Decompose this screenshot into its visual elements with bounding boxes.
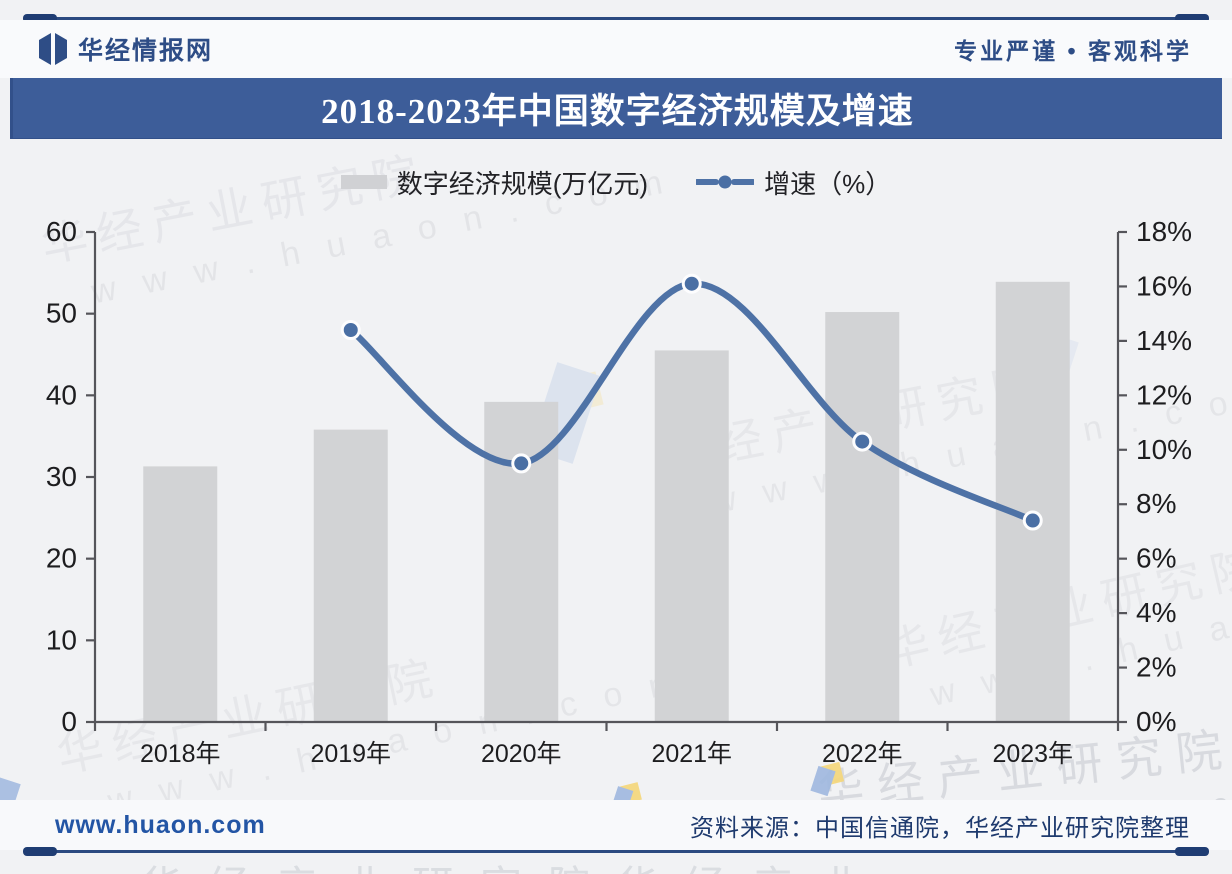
line-dot-swatch [696, 175, 755, 189]
right-axis-tick-label: 12% [1136, 379, 1192, 410]
page-footer: www.huaon.com 资料来源：中国信通院，华经产业研究院整理 [0, 800, 1232, 850]
right-axis-tick-label: 18% [1136, 216, 1192, 247]
x-axis-label: 2019年 [310, 740, 391, 768]
left-axis-tick-label: 40 [46, 379, 77, 410]
growth-marker-4 [852, 431, 873, 452]
left-axis-tick-label: 60 [46, 216, 77, 247]
growth-marker-5 [1022, 510, 1043, 531]
bar-swatch [340, 175, 387, 189]
header-tagline: 专业严谨 • 客观科学 [954, 38, 1192, 64]
x-axis-label: 2021年 [651, 740, 732, 768]
top-divider-rule [23, 14, 1209, 23]
left-axis-tick-label: 10 [46, 624, 77, 655]
rule-end-cap [1175, 847, 1209, 856]
left-axis-tick-label: 30 [46, 461, 77, 492]
right-axis-tick-label: 8% [1136, 488, 1176, 519]
growth-marker-1 [340, 320, 361, 340]
chart-title-bar: 2018-2023年中国数字经济规模及增速 [10, 78, 1222, 138]
bar-2019年 [313, 429, 388, 722]
right-axis-tick-label: 16% [1136, 270, 1192, 301]
right-axis-tick-label: 2% [1136, 652, 1176, 683]
right-axis-tick-label: 14% [1136, 325, 1192, 356]
x-axis-label: 2018年 [140, 740, 221, 768]
page-header: 华经情报网 专业严谨 • 客观科学 [0, 20, 1232, 78]
bar-2021年 [654, 350, 729, 722]
x-axis-label: 2020年 [481, 740, 562, 768]
left-axis-tick-label: 0 [61, 706, 77, 737]
legend-item-line: 增速（%） [696, 164, 891, 201]
bar-2023年 [995, 281, 1070, 722]
chart-legend: 数字经济规模(万亿元) 增速（%） [0, 164, 1232, 200]
data-source-note: 资料来源：中国信通院，华经产业研究院整理 [690, 814, 1190, 842]
right-axis-tick-label: 0% [1136, 706, 1176, 737]
x-axis-label: 2022年 [822, 740, 903, 768]
bar-2018年 [143, 466, 218, 722]
right-axis-tick-label: 10% [1136, 434, 1192, 465]
growth-marker-2 [511, 453, 532, 474]
growth-marker-3 [681, 273, 702, 294]
bar-2022年 [825, 312, 900, 722]
left-axis-tick-label: 20 [46, 543, 77, 574]
left-axis-tick-label: 50 [46, 298, 77, 329]
rule-end-cap [23, 847, 57, 856]
x-axis-label: 2023年 [992, 740, 1073, 768]
chart-title: 2018-2023年中国数字经济规模及增速 [321, 91, 914, 131]
legend-line-label: 增速（%） [764, 168, 892, 199]
brand-lockup: 华经情报网 [38, 31, 213, 67]
brand-name: 华经情报网 [78, 37, 214, 65]
right-axis-tick-label: 4% [1136, 597, 1176, 628]
right-axis-tick-label: 6% [1136, 543, 1176, 574]
legend-item-bar: 数字经济规模(万亿元) [340, 164, 649, 201]
bottom-divider-rule [23, 847, 1209, 856]
huajing-logo-icon [39, 33, 67, 65]
website-link[interactable]: www.huaon.com [55, 810, 266, 839]
rule-end-cap [23, 14, 57, 23]
rule-end-cap [1175, 14, 1209, 23]
legend-bar-label: 数字经济规模(万亿元) [396, 168, 649, 199]
